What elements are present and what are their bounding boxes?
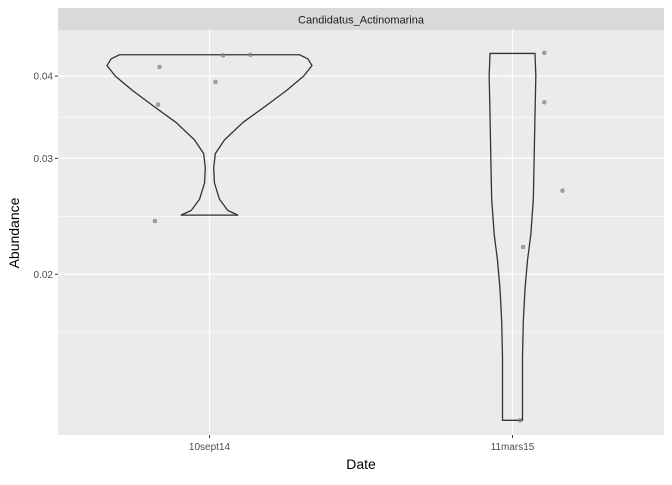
data-point [157, 64, 162, 70]
facet-strip-background [58, 8, 664, 30]
data-point [542, 100, 547, 105]
data-point [248, 52, 253, 58]
data-points [152, 50, 565, 423]
facet-title: Candidatus_Actinomarina [298, 15, 425, 27]
data-point [520, 244, 526, 250]
facet-strip: Candidatus_Actinomarina [58, 8, 664, 30]
axes: 0.02 0.03 0.04 10sept14 11mars15 [34, 72, 535, 453]
x-tick-label: 11mars15 [491, 442, 535, 453]
data-point [560, 188, 565, 193]
x-axis-title: Date [346, 456, 376, 472]
violins [106, 52, 537, 421]
x-tick-label: 10sept14 [189, 442, 231, 453]
data-point [220, 53, 226, 58]
violin-10sept14 [106, 54, 313, 216]
data-point [152, 218, 158, 224]
plot-panel [58, 30, 664, 435]
grid-lines [58, 30, 664, 435]
y-axis-title: Abundance [6, 197, 22, 268]
violin-11mars15 [488, 52, 537, 421]
y-tick-label: 0.02 [34, 270, 54, 281]
data-point [213, 79, 218, 85]
y-tick-label: 0.04 [34, 72, 54, 83]
data-point [155, 102, 161, 107]
y-tick-label: 0.03 [34, 154, 54, 165]
data-point [517, 418, 523, 423]
data-point [542, 50, 547, 56]
